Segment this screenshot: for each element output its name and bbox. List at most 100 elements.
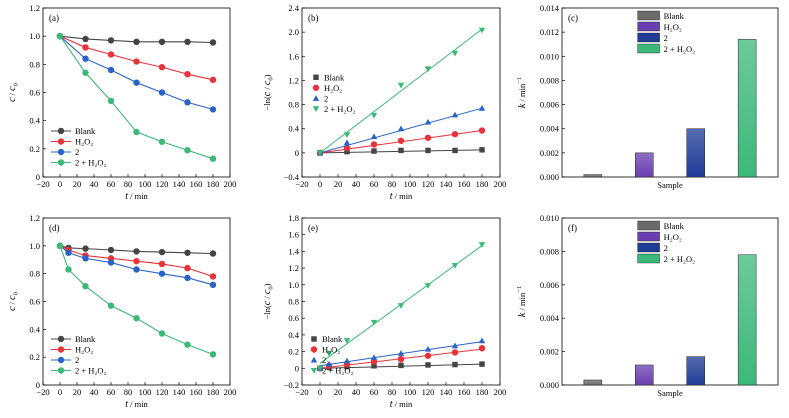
legend-label: Blank xyxy=(664,11,685,21)
data-point xyxy=(451,50,459,57)
legend-marker xyxy=(57,335,65,343)
x-tick-label: 180 xyxy=(476,387,489,397)
x-tick-label: 80 xyxy=(124,387,133,397)
data-point xyxy=(209,351,217,358)
x-tick-label: 140 xyxy=(440,179,453,189)
y-tick-label: 0 xyxy=(36,380,40,390)
data-point xyxy=(370,319,378,326)
x-tick-label: −20 xyxy=(295,387,308,397)
legend-label: Blank xyxy=(664,221,685,231)
legend-swatch xyxy=(637,21,660,32)
data-point xyxy=(56,242,64,250)
x-tick-label: 20 xyxy=(334,179,343,189)
data-point xyxy=(82,55,89,62)
legend-marker xyxy=(311,336,317,342)
y-tick-label: 0.006 xyxy=(540,100,559,110)
legend-marker xyxy=(57,367,65,374)
bar-2-plus-H2O2 xyxy=(737,254,757,386)
x-tick-label: −20 xyxy=(36,387,49,397)
legend-label: H₂O₂ xyxy=(664,22,682,32)
data-point xyxy=(398,147,404,154)
x-tick-label: 100 xyxy=(404,387,417,397)
legend-label: 2 + H₂O₂ xyxy=(664,254,696,264)
data-point xyxy=(424,283,432,289)
panel-e: −0.2 0 0.2 0.4 0.6 0.8 1.0 1.2 1.4 1.6 1.8 (e) −20 0 2… xyxy=(262,213,506,410)
y-tick-label: 0.000 xyxy=(540,172,559,182)
y-tick-label: 1.8 xyxy=(288,213,299,223)
bar-2 xyxy=(686,356,705,386)
data-point xyxy=(325,350,333,357)
x-tick-label: 100 xyxy=(139,179,152,189)
series-2 xyxy=(316,104,486,156)
data-point xyxy=(158,270,166,277)
panel-b: −0.4 0 0.4 0.8 1.2 1.6 2.0 2.4 (b) −20 0 20 40 60 80 10… xyxy=(262,3,506,202)
panel-c: 0.000 0.002 0.004 0.006 0.008 0.010 0.012 0.014… xyxy=(516,3,779,190)
y-tick-label: 1.6 xyxy=(288,51,299,61)
panel-label: (e) xyxy=(308,223,318,233)
data-point xyxy=(184,274,191,282)
data-point xyxy=(424,118,432,125)
data-point xyxy=(397,303,405,309)
y-tick-label: 0.4 xyxy=(288,330,299,340)
bar-Blank xyxy=(583,174,603,178)
legend-label: 2 + H₂O₂ xyxy=(322,366,354,376)
data-point xyxy=(82,282,89,290)
data-point xyxy=(158,38,166,45)
y-tick-label: 0.010 xyxy=(540,213,559,223)
legend-marker xyxy=(312,84,320,91)
data-point xyxy=(133,38,140,45)
bar-2 xyxy=(686,128,705,178)
data-point xyxy=(56,32,64,40)
data-point xyxy=(82,69,89,76)
data-point xyxy=(133,266,140,273)
data-point xyxy=(425,362,431,368)
data-point xyxy=(133,257,140,265)
x-tick-label: 160 xyxy=(458,387,471,397)
x-tick-label: −20 xyxy=(295,179,308,189)
x-tick-label: 200 xyxy=(494,387,507,397)
y-tick-label: 0.008 xyxy=(540,246,559,256)
data-point xyxy=(107,259,115,266)
legend-swatch xyxy=(637,242,660,253)
x-tick-label: 180 xyxy=(476,179,489,189)
data-point xyxy=(209,39,217,46)
y-tick-label: 0.4 xyxy=(29,116,40,126)
data-point xyxy=(133,58,140,65)
x-tick-label: 120 xyxy=(156,179,169,189)
y-tick-label: 1.0 xyxy=(288,280,299,290)
x-tick-label: 40 xyxy=(90,179,99,189)
y-tick-label: 2.4 xyxy=(288,3,299,13)
data-point xyxy=(479,147,485,153)
legend-label: 2 xyxy=(324,93,328,103)
y-tick-label: 1.2 xyxy=(29,213,40,223)
legend-label: H₂O₂ xyxy=(322,345,340,355)
data-point xyxy=(343,139,351,146)
data-point xyxy=(82,255,89,262)
data-point xyxy=(478,127,486,134)
x-tick-label: 80 xyxy=(124,179,133,189)
data-point xyxy=(343,338,351,344)
panel-f: 0.000 0.002 0.004 0.006 0.008 0.010 (f) Sample k… xyxy=(516,213,779,398)
data-point xyxy=(133,79,140,86)
legend-label: 2 xyxy=(664,33,668,43)
x-tick-label: 60 xyxy=(370,179,379,189)
y-axis-label: k / min−1 xyxy=(516,77,528,108)
data-point xyxy=(184,249,191,256)
data-point xyxy=(371,363,377,369)
data-point xyxy=(107,51,115,58)
data-point xyxy=(158,138,166,145)
data-point xyxy=(82,245,89,252)
x-tick-label: −20 xyxy=(36,179,49,189)
x-tick-label: 60 xyxy=(370,387,379,397)
data-point xyxy=(370,358,378,365)
data-point xyxy=(209,155,217,162)
data-point xyxy=(133,128,140,136)
y-tick-label: 0 xyxy=(295,148,299,158)
series-H2O2 xyxy=(316,345,486,372)
panel-d: 00.20.40.60.81.01.2(d)−20 0 20 40 60 80 100 120… xyxy=(7,213,236,410)
data-point xyxy=(65,249,72,256)
data-point xyxy=(451,349,459,356)
y-tick-label: 0.6 xyxy=(29,88,40,98)
data-point xyxy=(133,248,140,255)
